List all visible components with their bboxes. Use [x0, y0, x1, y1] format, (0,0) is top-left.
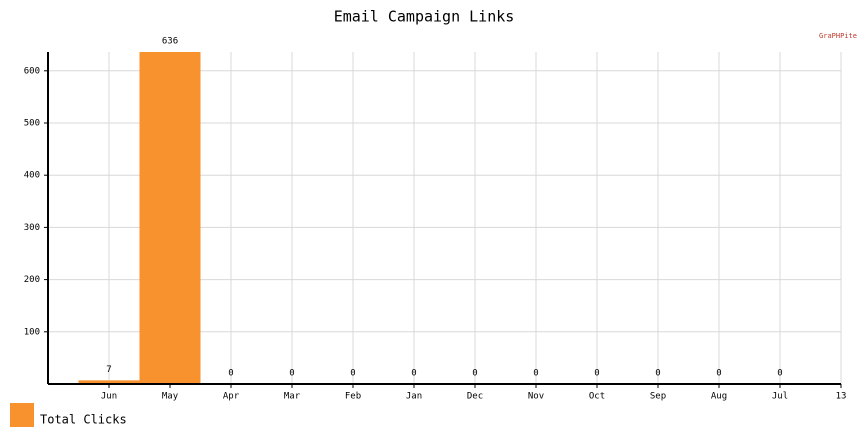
value-label: 0 [533, 369, 538, 379]
x-tick-label: Jun [101, 392, 117, 402]
x-tick-label: Jan [406, 392, 422, 402]
x-tick-label: Feb [345, 392, 361, 402]
legend-swatch [10, 403, 34, 427]
value-label: 0 [472, 369, 477, 379]
y-tick-label: 600 [24, 66, 40, 76]
x-tick-label: Dec [467, 392, 483, 402]
value-label: 0 [411, 369, 416, 379]
value-label: 0 [716, 369, 721, 379]
chart-title: Email Campaign Links [334, 8, 515, 26]
value-label: 636 [162, 37, 178, 47]
x-tick-label: Jul [772, 392, 788, 402]
x-tick-label: Apr [223, 392, 240, 402]
x-tick-label: Oct [589, 392, 605, 402]
x-tick-label: Mar [284, 392, 301, 402]
x-tick-label: Sep [650, 392, 666, 402]
value-label: 0 [228, 369, 233, 379]
value-label: 0 [594, 369, 599, 379]
value-label: 7 [106, 365, 111, 375]
value-label: 0 [655, 369, 660, 379]
value-label: 0 [350, 369, 355, 379]
watermark: GraPHPite [819, 32, 857, 40]
y-tick-label: 500 [24, 118, 40, 128]
x-tick-label: 13 [836, 392, 847, 402]
y-tick-label: 400 [24, 171, 40, 181]
y-tick-label: 300 [24, 223, 40, 233]
x-tick-label: Nov [528, 392, 544, 402]
x-tick-label: Aug [711, 392, 727, 402]
y-tick-label: 200 [24, 275, 40, 285]
bar [139, 52, 201, 384]
value-label: 0 [777, 369, 782, 379]
value-label: 0 [289, 369, 294, 379]
x-tick-label: May [162, 392, 179, 402]
bar [78, 380, 140, 384]
y-tick-label: 100 [24, 327, 40, 337]
legend-label: Total Clicks [40, 413, 127, 427]
